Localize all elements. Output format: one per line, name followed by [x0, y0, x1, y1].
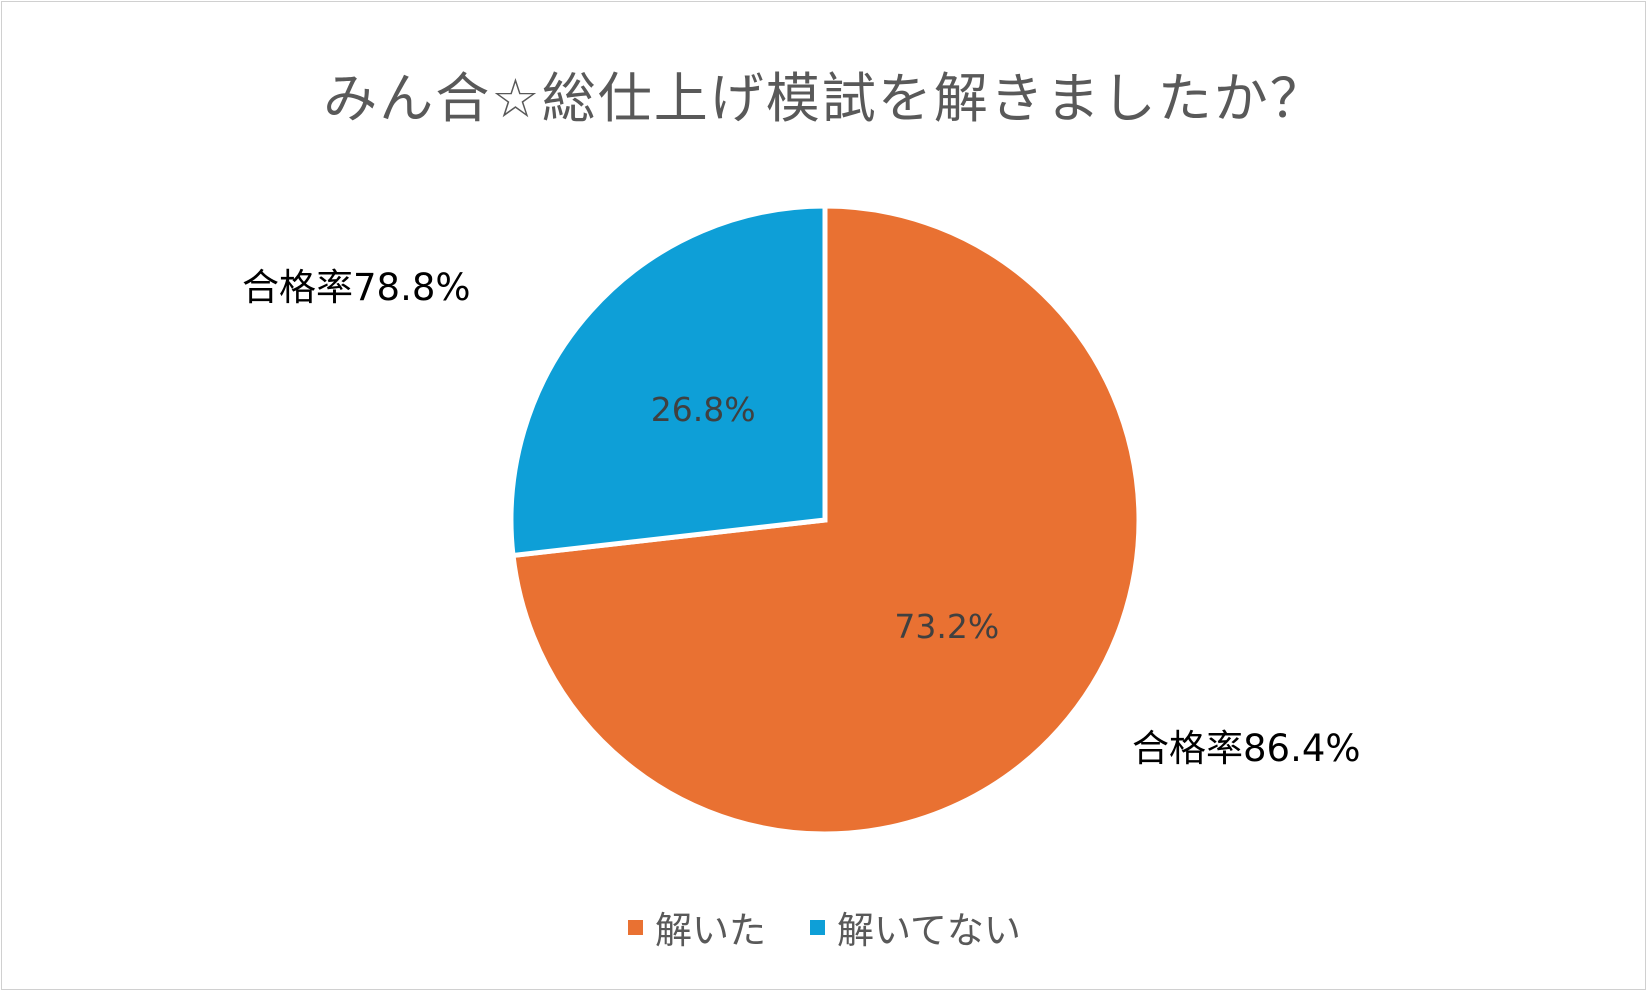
- chart-title: みん合☆総仕上げ模試を解きましたか？: [323, 67, 1326, 130]
- legend-item-not-solved: 解いてない: [810, 900, 1021, 954]
- legend-item-solved: 解いた: [628, 900, 766, 954]
- legend-swatch-solved: [628, 919, 644, 935]
- legend-label-not-solved: 解いてない: [837, 909, 1021, 952]
- pie-slice-not-solved: [508, 203, 828, 559]
- slice-label-not-solved: 26.8%: [651, 390, 756, 429]
- legend-label-solved: 解いた: [655, 909, 767, 952]
- legend-swatch-not-solved: [810, 919, 826, 935]
- slice-label-solved: 73.2%: [894, 607, 999, 646]
- pass-rate-annotation-solved: 合格率86.4%: [1132, 727, 1361, 770]
- pass-rate-annotation-not-solved: 合格率78.8%: [242, 266, 471, 309]
- chart-legend: 解いた 解いてない: [2, 900, 1647, 954]
